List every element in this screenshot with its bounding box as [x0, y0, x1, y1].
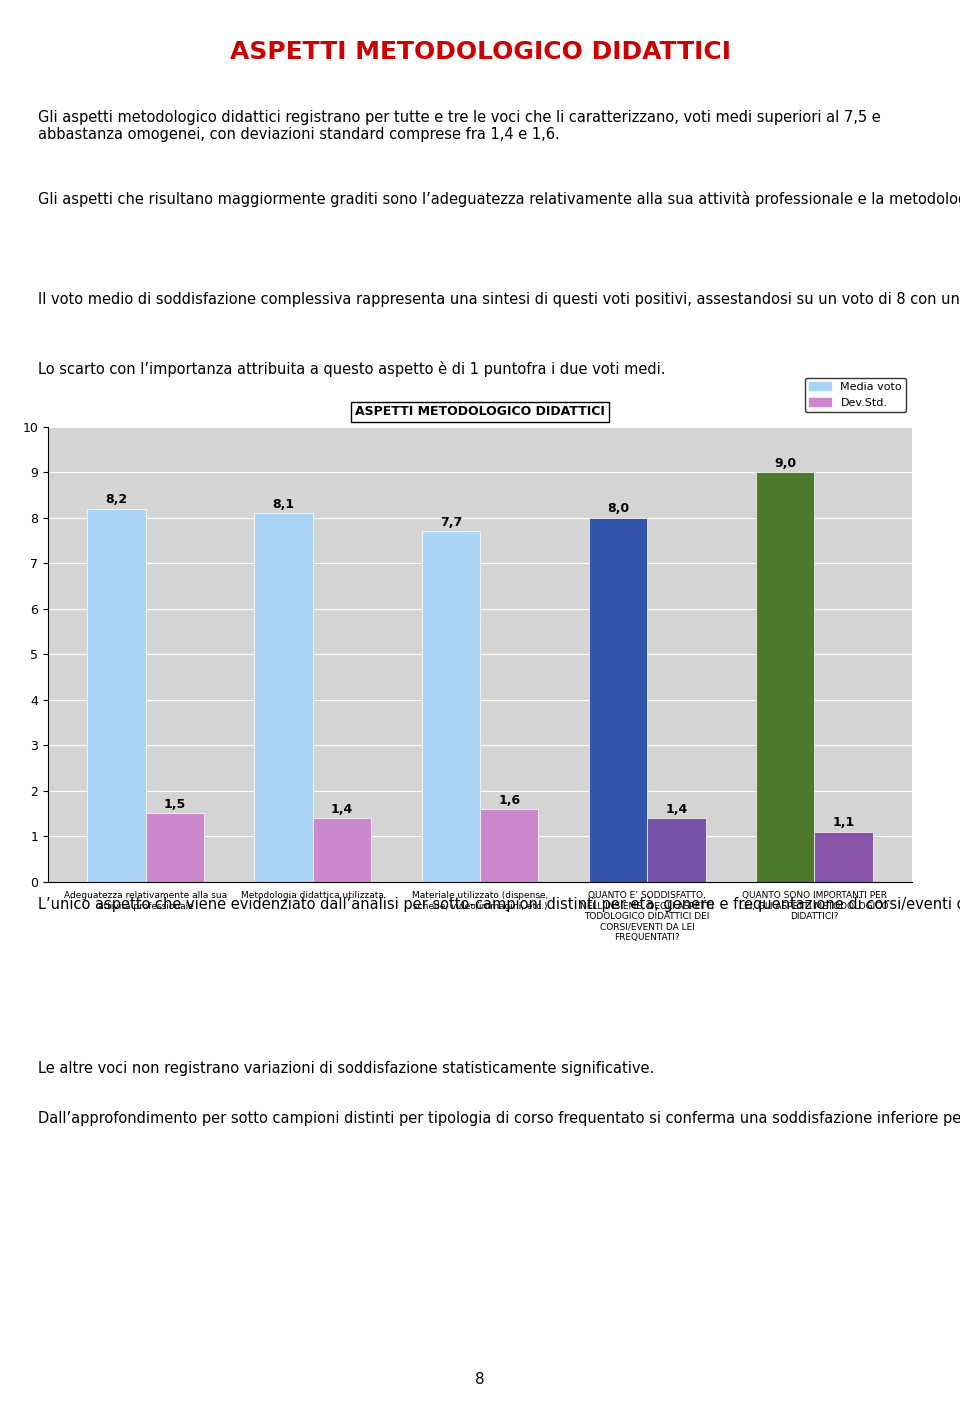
- Text: 1,4: 1,4: [665, 802, 687, 816]
- Text: Gli aspetti che risultano maggiormente graditi sono l’adeguatezza relativamente : Gli aspetti che risultano maggiormente g…: [38, 191, 960, 208]
- Text: Il voto medio di soddisfazione complessiva rappresenta una sintesi di questi vot: Il voto medio di soddisfazione complessi…: [38, 292, 960, 307]
- Text: 1,4: 1,4: [331, 802, 353, 816]
- Text: 1,5: 1,5: [164, 798, 186, 811]
- Text: 1,6: 1,6: [498, 793, 520, 806]
- Text: 1,1: 1,1: [832, 816, 854, 829]
- Bar: [588, 518, 647, 882]
- Title: ASPETTI METODOLOGICO DIDATTICI: ASPETTI METODOLOGICO DIDATTICI: [355, 405, 605, 418]
- Bar: [480, 809, 539, 882]
- Text: 8,2: 8,2: [106, 493, 128, 506]
- Bar: [421, 532, 480, 882]
- Text: Le altre voci non registrano variazioni di soddisfazione statisticamente signifi: Le altre voci non registrano variazioni …: [38, 1061, 655, 1076]
- Bar: [313, 818, 372, 882]
- Text: 8: 8: [475, 1372, 485, 1386]
- Text: Dall’approfondimento per sotto campioni distinti per tipologia di corso frequent: Dall’approfondimento per sotto campioni …: [38, 1111, 960, 1126]
- Bar: [87, 509, 146, 882]
- Bar: [647, 818, 706, 882]
- Text: 7,7: 7,7: [440, 516, 462, 529]
- Legend: Media voto, Dev.Std.: Media voto, Dev.Std.: [804, 378, 906, 412]
- Text: 8,0: 8,0: [607, 502, 629, 515]
- Text: Gli aspetti metodologico didattici registrano per tutte e tre le voci che li car: Gli aspetti metodologico didattici regis…: [38, 109, 881, 142]
- Bar: [254, 513, 313, 882]
- Text: 9,0: 9,0: [774, 456, 796, 469]
- Bar: [756, 472, 814, 882]
- Bar: [146, 813, 204, 882]
- Text: Lo scarto con l’importanza attribuita a questo aspetto è di 1 puntofra i due vot: Lo scarto con l’importanza attribuita a …: [38, 361, 666, 377]
- Text: ASPETTI METODOLOGICO DIDATTICI: ASPETTI METODOLOGICO DIDATTICI: [229, 40, 731, 64]
- Text: 8,1: 8,1: [273, 498, 295, 510]
- Text: L’unico aspetto che viene evidenziato dall’analisi per sotto-campioni distinti p: L’unico aspetto che viene evidenziato da…: [38, 896, 960, 912]
- Bar: [814, 832, 873, 882]
